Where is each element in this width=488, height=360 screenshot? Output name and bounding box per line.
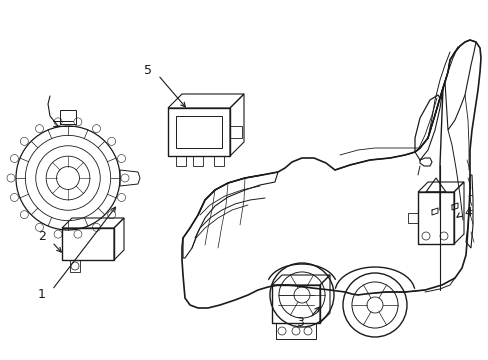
- Circle shape: [20, 211, 28, 219]
- Circle shape: [36, 125, 43, 132]
- Text: 5: 5: [143, 63, 152, 77]
- Circle shape: [117, 154, 125, 162]
- Circle shape: [121, 174, 129, 182]
- Circle shape: [10, 154, 19, 162]
- Text: 4: 4: [463, 206, 471, 219]
- Circle shape: [92, 223, 101, 231]
- Text: 2: 2: [38, 230, 46, 243]
- Circle shape: [54, 118, 62, 126]
- Circle shape: [107, 211, 116, 219]
- Circle shape: [10, 193, 19, 202]
- Circle shape: [92, 125, 101, 132]
- Circle shape: [74, 230, 81, 238]
- Circle shape: [107, 138, 116, 145]
- Circle shape: [74, 118, 81, 126]
- Circle shape: [36, 223, 43, 231]
- Circle shape: [7, 174, 15, 182]
- Circle shape: [20, 138, 28, 145]
- Circle shape: [117, 193, 125, 202]
- Text: 3: 3: [295, 315, 304, 328]
- Text: 1: 1: [38, 288, 46, 302]
- Circle shape: [54, 230, 62, 238]
